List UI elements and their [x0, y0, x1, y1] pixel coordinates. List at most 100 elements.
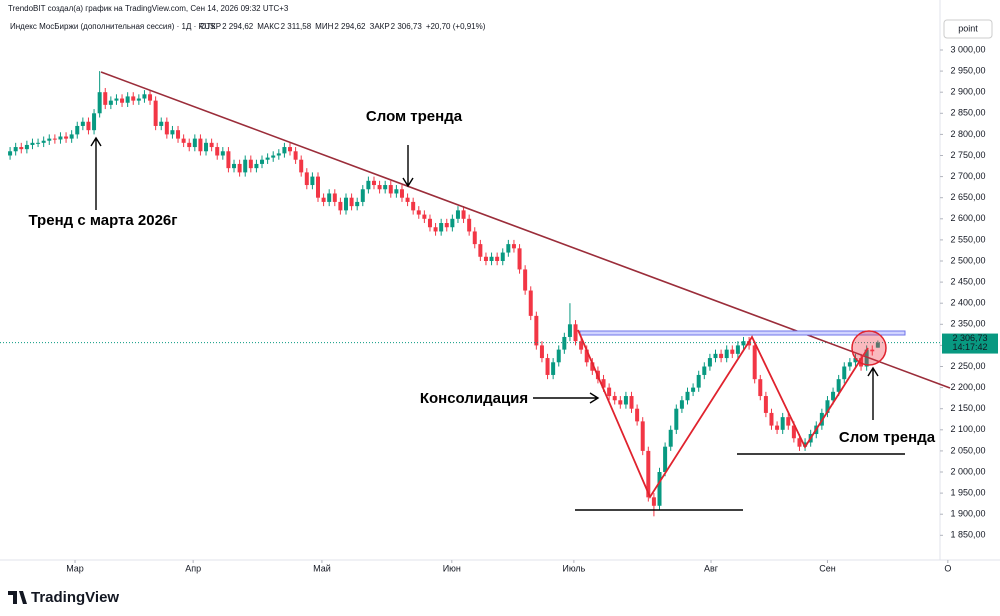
candle-body [422, 214, 427, 219]
candle-body [791, 425, 796, 439]
candle-body [562, 336, 567, 350]
candle-body [24, 144, 29, 150]
candle-body [679, 400, 684, 409]
y-tick-label: 2 200,00 [950, 382, 985, 392]
logo: TradingView [8, 589, 119, 606]
candle-body [142, 94, 147, 99]
candle-body [511, 244, 516, 249]
x-tick-label: О [944, 563, 951, 573]
candle-body [220, 151, 225, 156]
y-tick-label: 2 850,00 [950, 108, 985, 118]
ohlc-name: ЗАКР [370, 22, 390, 31]
candle-body [86, 121, 91, 131]
annotation: Слом тренда [366, 108, 463, 125]
candle-body [758, 379, 763, 397]
logo-mark [8, 591, 27, 604]
y-tick-label: 2 550,00 [950, 234, 985, 244]
candle-body [58, 136, 63, 140]
candle-body [668, 429, 673, 447]
candle-body [623, 396, 628, 405]
candle-body [472, 231, 477, 245]
candle-body [282, 147, 287, 154]
candle-body [159, 121, 164, 126]
candle-body [131, 96, 136, 101]
candle-body [797, 438, 802, 447]
x-tick-label: Авг [704, 563, 719, 573]
candle-body [371, 180, 376, 186]
candle-body [601, 379, 606, 388]
candle-body [853, 358, 858, 363]
candle-body [875, 342, 880, 348]
candle-body [97, 92, 102, 114]
candles [0, 71, 940, 517]
ohlc-value: 2 311,58 [281, 22, 312, 31]
candle-body [663, 446, 668, 473]
candle-body [455, 210, 460, 219]
candle-body [450, 218, 455, 228]
candle-body [478, 244, 483, 257]
candle-body [702, 366, 707, 375]
y-tick-label: 2 250,00 [950, 361, 985, 371]
y-tick-label: 2 350,00 [950, 319, 985, 329]
candle-body [377, 185, 382, 190]
ohlc-name: МАКС [257, 22, 280, 31]
candle-body [254, 163, 259, 169]
candle-body [332, 193, 337, 202]
candle-body [8, 151, 13, 156]
candle-body [310, 176, 315, 186]
candle-body [489, 256, 494, 261]
candle-body [187, 142, 192, 148]
candle-body [612, 396, 617, 401]
candle-body [467, 218, 472, 232]
candle-body [500, 252, 505, 261]
y-tick-label: 1 950,00 [950, 487, 985, 497]
candle-body [299, 159, 304, 173]
candle-body [556, 349, 561, 363]
y-tick-label: 2 500,00 [950, 255, 985, 265]
candle-body [724, 349, 729, 359]
y-tick-label: 2 400,00 [950, 298, 985, 308]
candle-body [685, 391, 690, 401]
candle-body [388, 185, 393, 194]
candle-body [870, 349, 875, 352]
y-tick-label: 2 050,00 [950, 445, 985, 455]
candle-body [752, 345, 757, 380]
candle-body [769, 412, 774, 426]
y-tick-label: 1 850,00 [950, 530, 985, 540]
arrow [533, 392, 600, 404]
candle-body [427, 218, 432, 228]
candle-body [92, 113, 97, 131]
symbol: Индекс МосБиржи (дополнительная сессия) … [10, 22, 215, 31]
candle-body [786, 417, 791, 426]
change: +20,70 (+0,91%) [426, 22, 486, 31]
candle-body [433, 227, 438, 232]
candle-body [691, 387, 696, 392]
candle-body [383, 185, 388, 190]
y-tick-label: 2 700,00 [950, 171, 985, 181]
candle-body [136, 98, 141, 101]
candle-body [304, 172, 309, 186]
candle-body [41, 140, 46, 143]
candle-body [775, 425, 780, 430]
y-tick-label: 1 900,00 [950, 509, 985, 519]
candle-body [52, 138, 57, 140]
candle-body [394, 189, 399, 194]
candle-body [719, 353, 724, 359]
annotation: Слом тренда [839, 429, 936, 446]
x-tick-label: Июн [443, 563, 461, 573]
candle-body [567, 324, 572, 337]
candle-body [114, 98, 119, 101]
candle-body [276, 153, 281, 156]
candle-body [164, 121, 169, 135]
candle-body [517, 248, 522, 270]
candle-body [696, 374, 701, 388]
y-tick-label: 2 600,00 [950, 213, 985, 223]
trend-line [100, 71, 951, 389]
candle-body [198, 138, 203, 152]
candle-body [355, 201, 360, 207]
unit-box [943, 19, 993, 39]
x-tick-label: Апр [185, 563, 201, 573]
candle-body [674, 408, 679, 430]
candle-body [108, 100, 113, 105]
axes: 1 850,00 1 900,00 1 950,00 2 000,00 2 050,00… [66, 44, 998, 573]
